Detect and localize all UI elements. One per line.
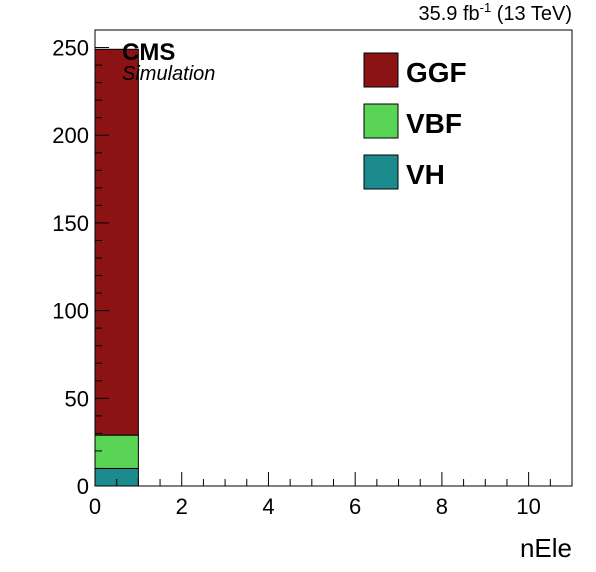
- legend-swatch-vbf: [363, 103, 399, 139]
- x-tick-label: 2: [176, 494, 188, 519]
- bar-vbf-bin-0: [94, 434, 139, 469]
- legend-swatch-ggf: [363, 52, 399, 88]
- x-tick-label: 0: [89, 494, 101, 519]
- x-tick-label: 8: [436, 494, 448, 519]
- axes-layer: [94, 29, 573, 487]
- legend-label-vh: VH: [406, 159, 445, 190]
- cms-label: CMS: [122, 39, 175, 66]
- y-tick-label: 200: [52, 123, 89, 148]
- ticks-layer: 0 50 100 150 200 250 0 2 4 6 8 10: [52, 29, 573, 519]
- y-tick-label: 250: [52, 36, 89, 61]
- y-tick-label: 0: [77, 474, 89, 499]
- legend: GGF VBF VH: [363, 52, 467, 190]
- plot-frame: [94, 29, 573, 487]
- x-tick-label: 10: [516, 494, 540, 519]
- luminosity-label: 35.9 fb-1 (13 TeV): [418, 0, 572, 25]
- y-tick-label: 50: [65, 386, 89, 411]
- legend-label-ggf: GGF: [406, 57, 467, 88]
- x-axis-title: nEle: [520, 533, 572, 563]
- y-tick-label: 100: [52, 299, 89, 324]
- bars-layer: [94, 48, 139, 487]
- simulation-label: Simulation: [122, 63, 215, 85]
- bar-ggf-bin-0: [94, 48, 139, 436]
- legend-swatch-vh: [363, 154, 399, 190]
- y-tick-label: 150: [52, 211, 89, 236]
- legend-label-vbf: VBF: [406, 108, 462, 139]
- x-tick-label: 6: [349, 494, 361, 519]
- x-tick-label: 4: [262, 494, 274, 519]
